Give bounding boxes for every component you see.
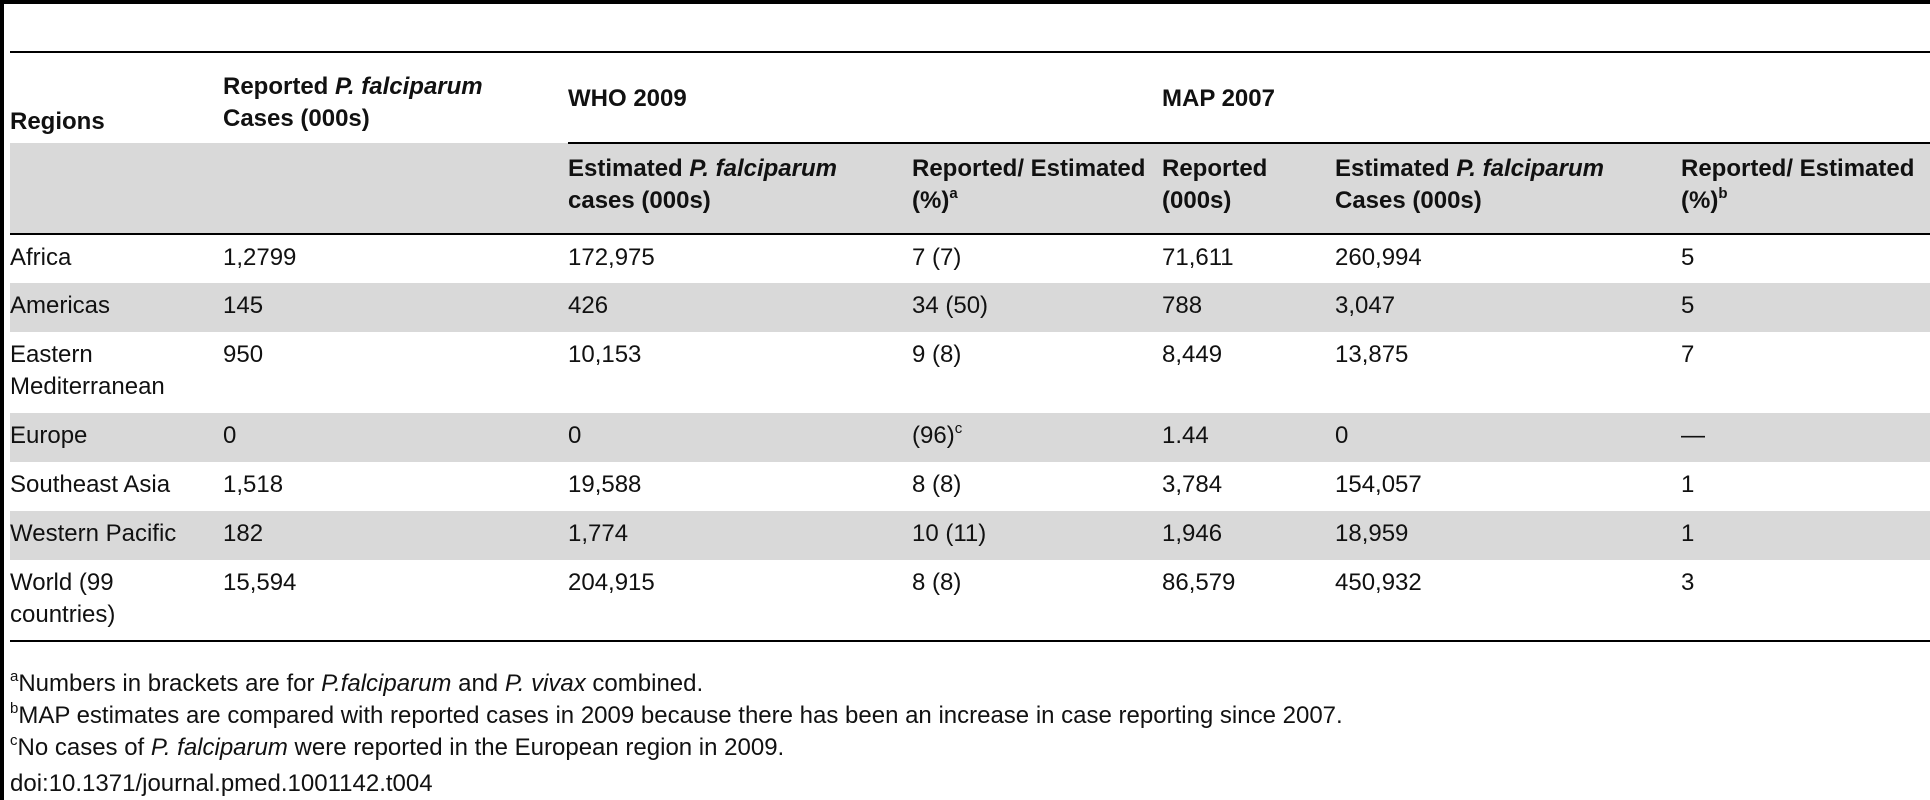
footnote-b: bMAP estimates are compared with reporte… xyxy=(10,700,1343,729)
cell-map-estimated: 260,994 xyxy=(1335,244,1422,271)
cell-reported: 145 xyxy=(223,292,264,319)
header-blank-reported xyxy=(223,143,568,235)
cell-map-ratio: 5 xyxy=(1681,244,1695,271)
cell-who-ratio: 10 (11) xyxy=(912,520,987,547)
malaria-cases-table: Regions Reported P. falciparum Cases (000… xyxy=(10,51,1930,642)
cell-who-estimated: 172,975 xyxy=(568,244,655,271)
header-blank-regions xyxy=(10,143,223,235)
cell-map-ratio: 7 xyxy=(1681,341,1695,368)
cell-region: Eastern Mediterranean xyxy=(10,341,165,400)
table-row: Europe 0 0 (96)c 1.44 0 — xyxy=(10,413,1930,462)
header-row-subcolumns: Estimated P. falciparum cases (000s) Repo… xyxy=(10,143,1930,235)
table-row: Africa 1,2799 172,975 7 (7) 71,611 260,9… xyxy=(10,234,1930,283)
table-row: Southeast Asia 1,518 19,588 8 (8) 3,784 … xyxy=(10,462,1930,511)
top-border xyxy=(0,0,1930,4)
cell-who-ratio: 34 (50) xyxy=(912,292,989,319)
cell-reported: 950 xyxy=(223,341,264,368)
cell-map-ratio: 3 xyxy=(1681,560,1930,642)
cell-who-estimated: 426 xyxy=(568,292,609,319)
cell-map-ratio: 1 xyxy=(1681,471,1695,498)
table-row: Western Pacific 182 1,774 10 (11) 1,946 … xyxy=(10,511,1930,560)
cell-region: Americas xyxy=(10,292,111,319)
footnote-c: cNo cases of P. falciparum were reported… xyxy=(10,732,785,761)
header-who-ratio: Reported/ Estimated (%)a xyxy=(912,143,1162,235)
table-row: Eastern Mediterranean 950 10,153 9 (8) 8… xyxy=(10,332,1930,413)
cell-who-ratio: 7 (7) xyxy=(912,244,962,271)
cell-map-reported: 1.44 xyxy=(1162,422,1209,449)
cell-who-ratio: 8 (8) xyxy=(912,471,962,498)
cell-map-reported: 3,784 xyxy=(1162,471,1223,498)
doi-link[interactable]: doi:10.1371/journal.pmed.1001142.t004 xyxy=(10,770,433,797)
cell-reported: 1,518 xyxy=(223,471,284,498)
cell-who-estimated: 0 xyxy=(568,422,582,449)
cell-region: Southeast Asia xyxy=(10,471,171,498)
header-map-reported: Reported (000s) xyxy=(1162,143,1335,235)
cell-map-ratio: — xyxy=(1681,422,1705,449)
table-row: Americas 145 426 34 (50) 788 3,047 5 xyxy=(10,283,1930,332)
cell-map-estimated: 18,959 xyxy=(1335,520,1409,547)
cell-region: World (99 countries) xyxy=(10,560,223,642)
cell-map-estimated: 154,057 xyxy=(1335,471,1422,498)
footnote-marker-c: c xyxy=(954,420,963,437)
cell-who-ratio: 9 (8) xyxy=(912,341,962,368)
cell-map-reported: 86,579 xyxy=(1162,560,1335,642)
header-who-2009: WHO 2009 xyxy=(568,51,1162,144)
cell-map-estimated: 450,932 xyxy=(1335,560,1681,642)
header-map-2007: MAP 2007 xyxy=(1162,51,1930,144)
cell-map-estimated: 13,875 xyxy=(1335,341,1409,368)
cell-who-estimated: 19,588 xyxy=(568,471,642,498)
cell-map-estimated: 3,047 xyxy=(1335,292,1396,319)
table-row: World (99 countries) 15,594 204,915 8 (8… xyxy=(10,560,1930,642)
data-table-container: Regions Reported P. falciparum Cases (000… xyxy=(10,51,1930,642)
header-map-ratio: Reported/ Estimated (%)b xyxy=(1681,143,1930,235)
footnote-a: aNumbers in brackets are for P.falciparu… xyxy=(10,668,704,697)
cell-map-reported: 1,946 xyxy=(1162,520,1223,547)
header-row-groups: Regions Reported P. falciparum Cases (000… xyxy=(10,51,1930,144)
cell-map-reported: 71,611 xyxy=(1162,244,1234,271)
cell-reported: 0 xyxy=(223,422,237,449)
cell-map-ratio: 1 xyxy=(1681,520,1695,547)
header-reported-cases: Reported P. falciparum Cases (000s) xyxy=(223,51,568,143)
footnote-marker-b: b xyxy=(1718,185,1728,202)
table-footnotes: aNumbers in brackets are for P.falciparu… xyxy=(10,668,1343,764)
cell-map-estimated: 0 xyxy=(1335,422,1349,449)
cell-map-reported: 788 xyxy=(1162,292,1203,319)
cell-region: Africa xyxy=(10,244,72,271)
cell-region: Europe xyxy=(10,422,88,449)
cell-who-ratio: (96)c xyxy=(912,420,963,449)
cell-who-estimated: 1,774 xyxy=(568,520,629,547)
header-who-estimated: Estimated P. falciparum cases (000s) xyxy=(568,143,912,235)
cell-region: Western Pacific xyxy=(10,520,177,547)
cell-map-ratio: 5 xyxy=(1681,292,1695,319)
header-regions: Regions xyxy=(10,51,223,143)
cell-who-estimated: 10,153 xyxy=(568,341,642,368)
cell-map-reported: 8,449 xyxy=(1162,341,1223,368)
cell-who-ratio: 8 (8) xyxy=(912,560,1162,642)
header-map-estimated: Estimated P. falciparum Cases (000s) xyxy=(1335,143,1681,235)
footnote-marker-a: a xyxy=(949,185,958,202)
cell-reported: 1,2799 xyxy=(223,244,297,271)
cell-reported: 15,594 xyxy=(223,560,568,642)
left-border xyxy=(0,0,4,800)
cell-reported: 182 xyxy=(223,520,264,547)
cell-who-estimated: 204,915 xyxy=(568,560,912,642)
